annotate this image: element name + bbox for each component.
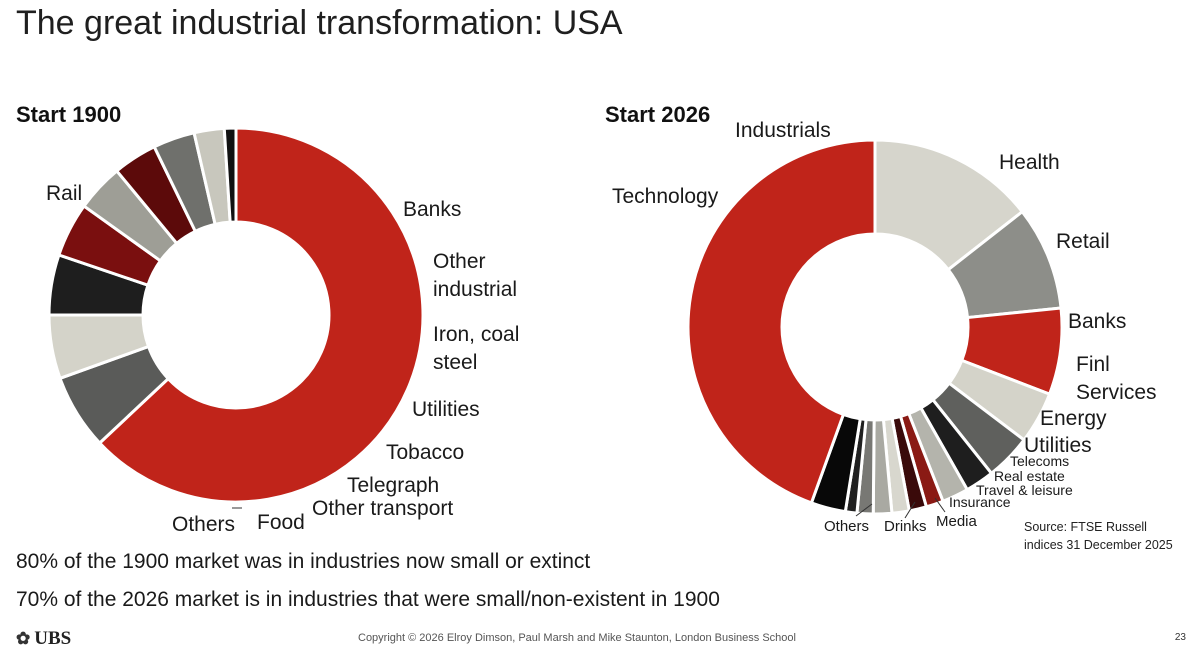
source-line-1: Source: FTSE Russell	[1024, 520, 1147, 534]
slice-rail	[97, 126, 425, 504]
page-title: The great industrial transformation: USA	[16, 4, 623, 42]
label-drinks: Drinks	[884, 518, 927, 535]
label-retail: Retail	[1056, 230, 1110, 253]
label-energy: Energy	[1040, 407, 1107, 430]
page-number: 23	[1174, 632, 1186, 643]
chart-1900-title: Start 1900	[16, 102, 122, 127]
logo-text: UBS	[34, 628, 72, 649]
slice-technology	[686, 138, 877, 505]
label-technology: Technology	[612, 185, 719, 208]
label-health: Health	[999, 151, 1060, 174]
label-real-estate: Real estate	[994, 468, 1065, 484]
source-line-2: indices 31 December 2025	[1024, 538, 1173, 552]
label-utilities: Utilities	[1024, 434, 1092, 457]
label-industrials: Industrials	[735, 119, 831, 142]
label-travel-leisure: Travel & leisure	[976, 482, 1073, 498]
footer: ✿ UBS Copyright © 2026 Elroy Dimson, Pau…	[0, 628, 1200, 650]
label-other-transport: Other transport	[312, 497, 453, 520]
label-finl-services: Finl Services	[1076, 353, 1157, 404]
label-other-industrial: Other industrial	[433, 250, 517, 301]
label-telecoms: Telecoms	[1010, 453, 1069, 469]
label-others: Others	[172, 513, 235, 536]
leader-line-others	[855, 503, 873, 517]
label-tobacco: Tobacco	[386, 441, 464, 464]
leader-line-media	[934, 497, 946, 513]
copyright: Copyright © 2026 Elroy Dimson, Paul Mars…	[358, 632, 796, 644]
source-note: Source: FTSE Russell indices 31 December…	[1024, 518, 1173, 554]
note-2026: 70% of the 2026 market is in industries …	[16, 588, 720, 611]
label-rail: Rail	[46, 182, 82, 205]
label-telegraph: Telegraph	[347, 474, 439, 497]
label-banks: Banks	[1068, 310, 1126, 333]
ubs-logo: ✿ UBS	[16, 628, 71, 650]
note-1900: 80% of the 1900 market was in industries…	[16, 550, 591, 573]
label-food: Food	[257, 511, 305, 534]
ubs-keys-icon: ✿	[16, 629, 31, 648]
label-utilities: Utilities	[412, 398, 480, 421]
label-insurance: Insurance	[949, 494, 1011, 510]
slice-others	[222, 126, 238, 224]
label-media: Media	[936, 513, 978, 530]
label-banks: Banks	[403, 198, 461, 221]
chart-2026-title: Start 2026	[605, 102, 711, 127]
label-iron-coal-steel: Iron, coal steel	[433, 323, 519, 374]
label-others: Others	[824, 518, 869, 535]
leader-line-drinks	[904, 501, 916, 519]
